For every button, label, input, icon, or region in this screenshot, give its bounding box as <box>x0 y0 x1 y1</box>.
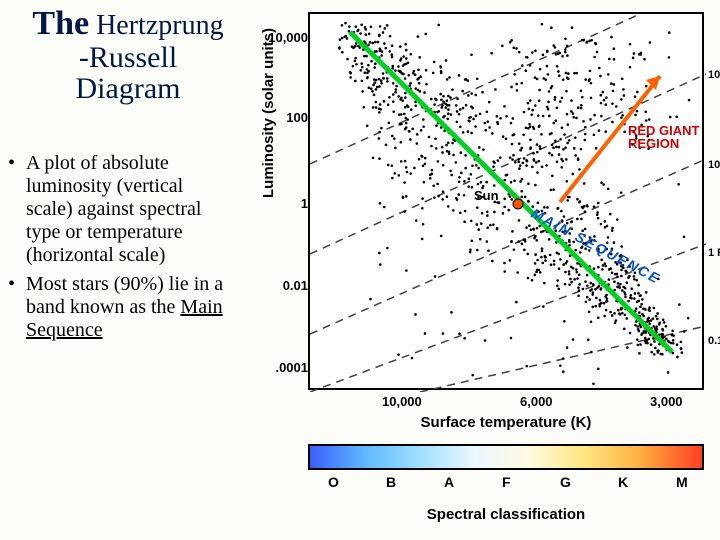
bullet-1: A plot of absolute luminosity (vertical … <box>8 152 233 267</box>
red-giant-label: RED GIANTREGION <box>628 124 700 150</box>
spectral-letter: B <box>386 474 396 490</box>
spectral-label: Spectral classification <box>308 506 704 523</box>
spectral-letter: A <box>444 474 454 490</box>
xtick: 3,000 <box>650 394 683 409</box>
spectral-letter: F <box>502 474 511 490</box>
xtick: 10,000 <box>382 394 422 409</box>
title-the: The <box>32 5 89 42</box>
title-russell: -Russell <box>28 42 228 74</box>
spectral-letter: G <box>560 474 571 490</box>
ytick: 1 <box>258 196 308 211</box>
title-hz: Hertzprung <box>89 10 224 41</box>
ytick: .0001 <box>258 360 308 375</box>
radius-label: 1 R☉ <box>708 246 720 259</box>
ytick: 100 <box>258 110 308 125</box>
hr-diagram: Luminosity (solar units) Sun MAIN SEQUEN… <box>252 8 712 528</box>
spectral-letter: M <box>676 474 688 490</box>
ytick: 0.01 <box>258 278 308 293</box>
bullet-list: A plot of absolute luminosity (vertical … <box>8 152 233 348</box>
xtick: 6,000 <box>520 394 553 409</box>
spectral-letter: K <box>618 474 628 490</box>
radius-label: 0.1 R☉ <box>708 334 720 347</box>
x-axis-label: Surface temperature (K) <box>308 414 704 431</box>
ytick: 10,000 <box>258 30 308 45</box>
spectral-letter: O <box>328 474 339 490</box>
plot-area: Sun MAIN SEQUENCE <box>308 12 704 390</box>
bullet-2: Most stars (90%) lie in a band known as … <box>8 273 233 342</box>
plot-svg <box>310 14 706 392</box>
title-diagram: Diagram <box>28 73 228 105</box>
sun-label: Sun <box>474 188 499 203</box>
radius-label: 100 R☉ <box>708 68 720 81</box>
spectral-gradient <box>308 444 704 470</box>
radius-label: 10 R☉ <box>708 158 720 171</box>
slide-title: The Hertzprung -Russell Diagram <box>28 6 228 105</box>
